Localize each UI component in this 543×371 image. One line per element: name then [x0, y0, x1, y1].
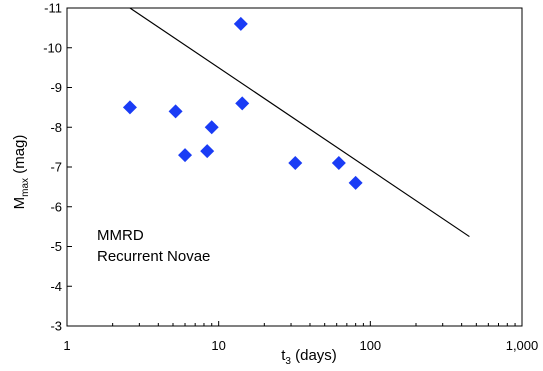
x-tick-label: 1	[63, 338, 70, 353]
x-tick-label: 10	[211, 338, 225, 353]
data-point-diamond	[178, 148, 193, 163]
relation-line-group	[129, 7, 470, 238]
x-tick-label: 100	[359, 338, 381, 353]
y-tick-label: -6	[50, 199, 62, 214]
y-tick-label: -5	[50, 239, 62, 254]
annotation-line-mmrd: MMRD	[97, 227, 144, 244]
y-tick-label: -10	[43, 40, 62, 55]
data-point-diamond	[204, 120, 219, 135]
x-axis-title-main: t	[281, 347, 286, 364]
y-axis-ticks: -3 -4 -5 -6 -7 -8 -9 -10 -11	[43, 1, 72, 334]
y-tick-label: -3	[50, 319, 62, 334]
x-axis-ticks: 1 10 100 1,000	[63, 321, 538, 353]
data-point-diamond	[235, 96, 250, 111]
data-points	[122, 16, 363, 190]
data-point-diamond	[288, 156, 303, 171]
y-axis-title-rest: (mag)	[11, 135, 28, 178]
data-point-diamond	[200, 144, 215, 159]
y-tick-label: -7	[50, 160, 62, 175]
data-point-diamond	[331, 156, 346, 171]
mmrd-relation-line	[129, 7, 470, 238]
y-tick-label: -4	[50, 279, 62, 294]
y-tick-label: -11	[44, 1, 62, 16]
y-axis-title: Mmax (mag)	[11, 135, 31, 210]
x-axis-title-text: t3 (days)	[281, 347, 337, 367]
data-point-diamond	[168, 104, 183, 119]
y-tick-label: -8	[50, 120, 62, 135]
data-point-diamond	[122, 100, 137, 115]
y-axis-title-subscript: max	[20, 178, 31, 197]
x-axis-title: t3 (days)	[281, 347, 337, 367]
y-axis-title-main: M	[11, 197, 28, 210]
y-tick-label: -9	[50, 80, 62, 95]
data-point-diamond	[233, 16, 248, 31]
annotation-group: MMRD Recurrent Novae	[97, 227, 210, 265]
data-point-diamond	[348, 175, 363, 190]
x-axis-title-rest: (days)	[291, 347, 337, 364]
x-axis-title-subscript: 3	[285, 356, 291, 367]
annotation-line-recurrent-novae: Recurrent Novae	[97, 248, 210, 265]
y-axis-title-text: Mmax (mag)	[11, 135, 31, 210]
x-tick-label: 1,000	[506, 338, 539, 353]
